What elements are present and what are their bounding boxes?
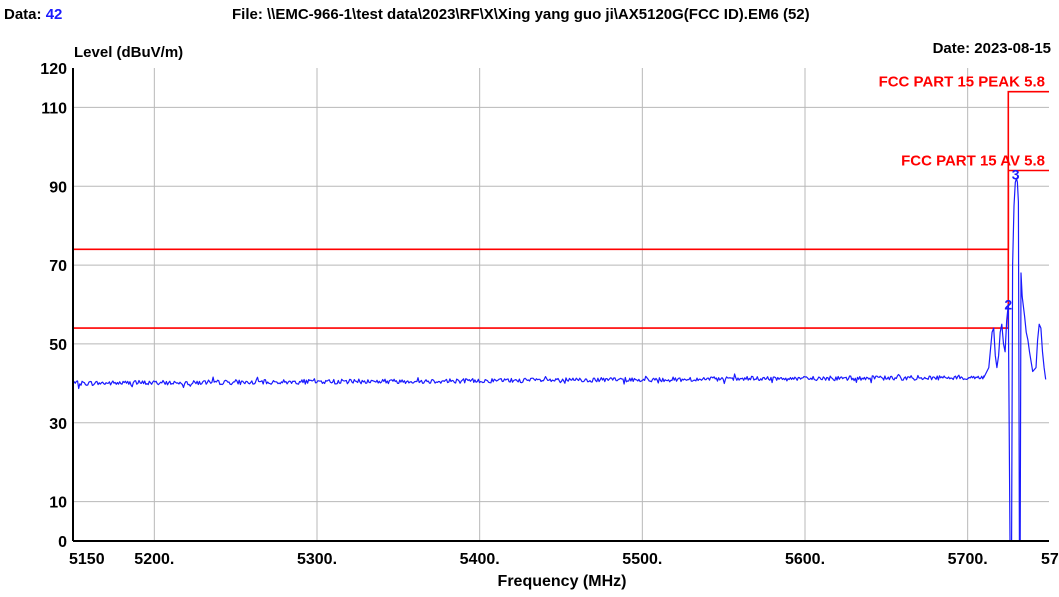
tick-labels: 0 10 30 50 70 90 110 120 5150 5200. 5300. 5400. 5500… [40, 61, 1059, 568]
x-tick-label: 5300. [297, 551, 337, 568]
data-label: Data: 42 [4, 6, 63, 23]
x-tick-label: 5200. [134, 551, 174, 568]
limit-line [73, 90, 1049, 251]
marker-label: 3 [1012, 166, 1020, 182]
x-tick-label: 5600. [785, 551, 825, 568]
limit-line [73, 169, 1049, 329]
grid-lines [73, 68, 1049, 541]
date-label: Date: 2023-08-15 [932, 40, 1051, 57]
limit-line-label: FCC PART 15 AV 5.8 [901, 152, 1045, 169]
y-tick-label: 120 [40, 61, 67, 78]
y-tick-label: 50 [49, 337, 67, 354]
y-tick-label: 30 [49, 416, 67, 433]
y-tick-label: 90 [49, 179, 67, 196]
x-tick-label: 5500. [622, 551, 662, 568]
y-tick-label: 110 [41, 100, 67, 117]
y-tick-label: 10 [49, 495, 67, 512]
x-tick-label: 5150 [69, 551, 105, 568]
y-tick-label: 70 [49, 258, 67, 275]
x-tick-label: 5750 [1041, 551, 1059, 568]
limit-line-label: FCC PART 15 PEAK 5.8 [879, 74, 1045, 91]
marker-label: 2 [1004, 297, 1012, 313]
trace-line [72, 177, 1047, 542]
x-tick-label: 5700. [948, 551, 988, 568]
x-axis-label: Frequency (MHz) [498, 573, 627, 590]
y-tick-label: 0 [58, 534, 67, 551]
limit-lines: FCC PART 15 PEAK 5.8 FCC PART 15 AV 5.8 [73, 74, 1049, 329]
y-axis-label: Level (dBuV/m) [74, 44, 184, 61]
file-path: File: \\EMC-966-1\test data\2023\RF\X\Xi… [232, 6, 810, 23]
x-tick-label: 5400. [460, 551, 500, 568]
data-value: 42 [45, 6, 63, 23]
axes [72, 68, 1049, 542]
trace-layer: 23 [72, 166, 1047, 542]
